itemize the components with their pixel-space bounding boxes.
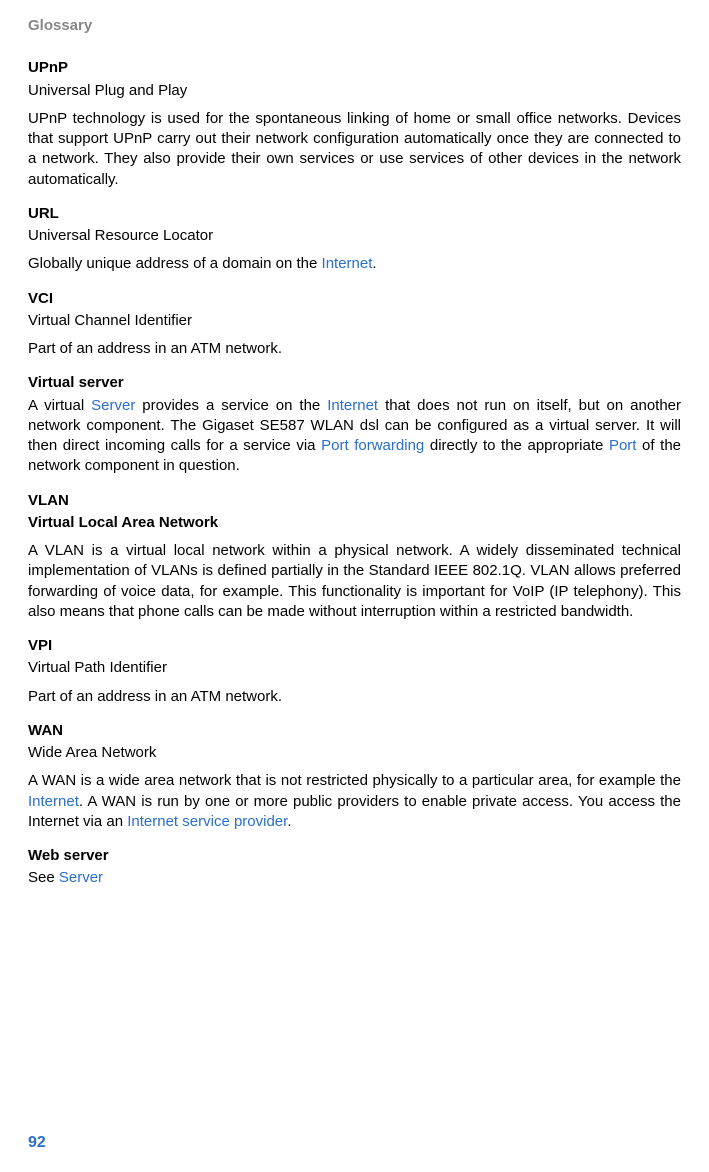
term: VCI — [28, 289, 681, 309]
link-port[interactable]: Port — [609, 437, 637, 454]
link-isp[interactable]: Internet service provider — [127, 813, 287, 830]
entry-vlan: VLAN Virtual Local Area Network A VLAN i… — [28, 491, 681, 623]
term: Virtual server — [28, 373, 681, 393]
link-server[interactable]: Server — [59, 869, 103, 886]
text: A WAN is a wide area network that is not… — [28, 772, 681, 789]
definition: Part of an address in an ATM network. — [28, 687, 681, 707]
text: provides a service on the — [135, 397, 327, 414]
link-internet[interactable]: Internet — [322, 255, 373, 272]
term: Web server — [28, 846, 681, 866]
entry-url: URL Universal Resource Locator Globally … — [28, 204, 681, 275]
link-port-forwarding[interactable]: Port forwarding — [321, 437, 424, 454]
subterm: Virtual Path Identifier — [28, 658, 681, 678]
text: Globally unique address of a domain on t… — [28, 255, 322, 272]
definition: A WAN is a wide area network that is not… — [28, 771, 681, 832]
definition: Part of an address in an ATM network. — [28, 339, 681, 359]
subterm: Universal Plug and Play — [28, 81, 681, 101]
subterm: Universal Resource Locator — [28, 226, 681, 246]
link-server[interactable]: Server — [91, 397, 135, 414]
entry-wan: WAN Wide Area Network A WAN is a wide ar… — [28, 721, 681, 832]
definition: A VLAN is a virtual local network within… — [28, 541, 681, 622]
term: VPI — [28, 636, 681, 656]
text: . — [372, 255, 376, 272]
link-internet[interactable]: Internet — [28, 793, 79, 810]
term: WAN — [28, 721, 681, 741]
link-internet[interactable]: Internet — [327, 397, 378, 414]
entry-vpi: VPI Virtual Path Identifier Part of an a… — [28, 636, 681, 707]
text: directly to the appropriate — [424, 437, 609, 454]
term: UPnP — [28, 58, 681, 78]
page-number: 92 — [28, 1132, 46, 1154]
definition: See Server — [28, 868, 681, 888]
subterm: Wide Area Network — [28, 743, 681, 763]
subterm: Virtual Local Area Network — [28, 513, 681, 533]
entry-virtual-server: Virtual server A virtual Server provides… — [28, 373, 681, 476]
text: . A WAN is run by one or more public pro… — [28, 793, 681, 830]
term: URL — [28, 204, 681, 224]
subterm: Virtual Channel Identifier — [28, 311, 681, 331]
text: See — [28, 869, 59, 886]
definition: A virtual Server provides a service on t… — [28, 396, 681, 477]
text: A virtual — [28, 397, 91, 414]
definition: Globally unique address of a domain on t… — [28, 254, 681, 274]
entry-web-server: Web server See Server — [28, 846, 681, 889]
term: VLAN — [28, 491, 681, 511]
entry-upnp: UPnP Universal Plug and Play UPnP techno… — [28, 58, 681, 190]
page-header: Glossary — [28, 16, 681, 36]
definition: UPnP technology is used for the spontane… — [28, 109, 681, 190]
text: . — [287, 813, 291, 830]
entry-vci: VCI Virtual Channel Identifier Part of a… — [28, 289, 681, 360]
